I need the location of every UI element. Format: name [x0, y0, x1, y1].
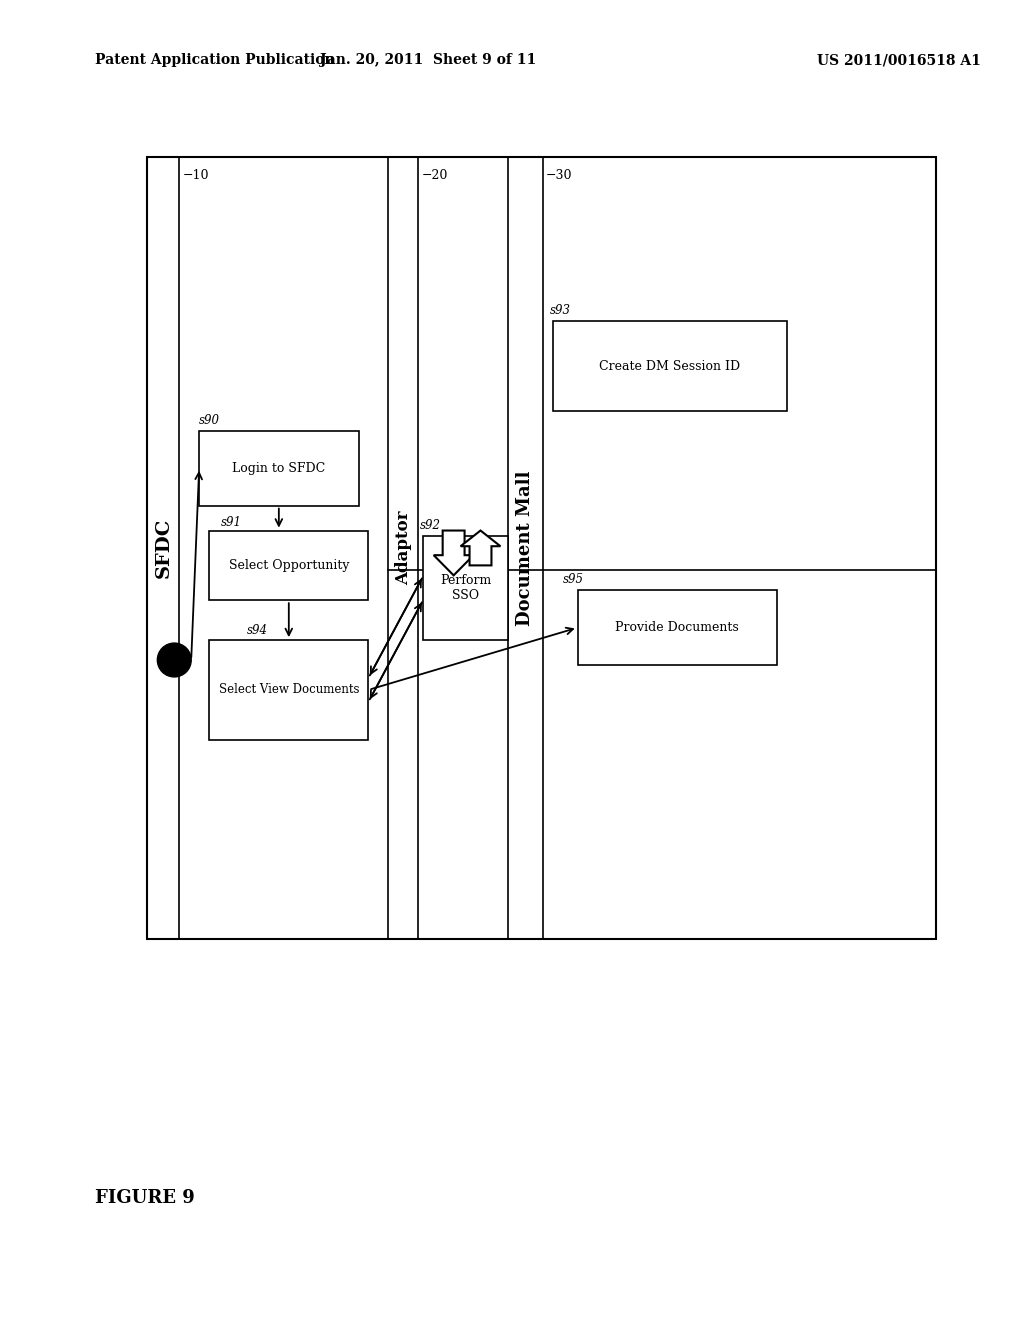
Text: s90: s90: [200, 414, 220, 428]
Text: Patent Application Publication: Patent Application Publication: [94, 54, 334, 67]
Text: −20: −20: [421, 169, 447, 182]
Polygon shape: [461, 531, 501, 565]
Circle shape: [158, 643, 191, 677]
Text: s93: s93: [550, 305, 570, 318]
Text: SFDC: SFDC: [155, 517, 172, 578]
Text: Document Mall: Document Mall: [516, 470, 535, 626]
Text: −10: −10: [182, 169, 209, 182]
Bar: [209, 531, 369, 601]
Text: −30: −30: [546, 169, 572, 182]
Text: Jan. 20, 2011  Sheet 9 of 11: Jan. 20, 2011 Sheet 9 of 11: [321, 54, 537, 67]
Text: Login to SFDC: Login to SFDC: [232, 462, 326, 475]
Text: s94: s94: [247, 624, 268, 638]
Text: s91: s91: [221, 516, 242, 528]
Bar: [553, 321, 786, 411]
Text: Provide Documents: Provide Documents: [615, 622, 739, 634]
Text: s95: s95: [562, 573, 584, 586]
Bar: [423, 536, 508, 640]
Polygon shape: [434, 531, 473, 576]
Text: Perform
SSO: Perform SSO: [440, 574, 492, 602]
Bar: [578, 590, 777, 665]
Text: Select View Documents: Select View Documents: [218, 684, 359, 697]
Text: Adaptor: Adaptor: [395, 511, 412, 585]
Text: Create DM Session ID: Create DM Session ID: [599, 360, 740, 372]
Text: FIGURE 9: FIGURE 9: [94, 1189, 195, 1206]
Bar: [209, 640, 369, 739]
Bar: [147, 157, 936, 939]
Text: Select Opportunity: Select Opportunity: [228, 558, 349, 572]
Text: s92: s92: [420, 519, 441, 532]
Bar: [200, 430, 358, 506]
Text: US 2011/0016518 A1: US 2011/0016518 A1: [816, 54, 981, 67]
